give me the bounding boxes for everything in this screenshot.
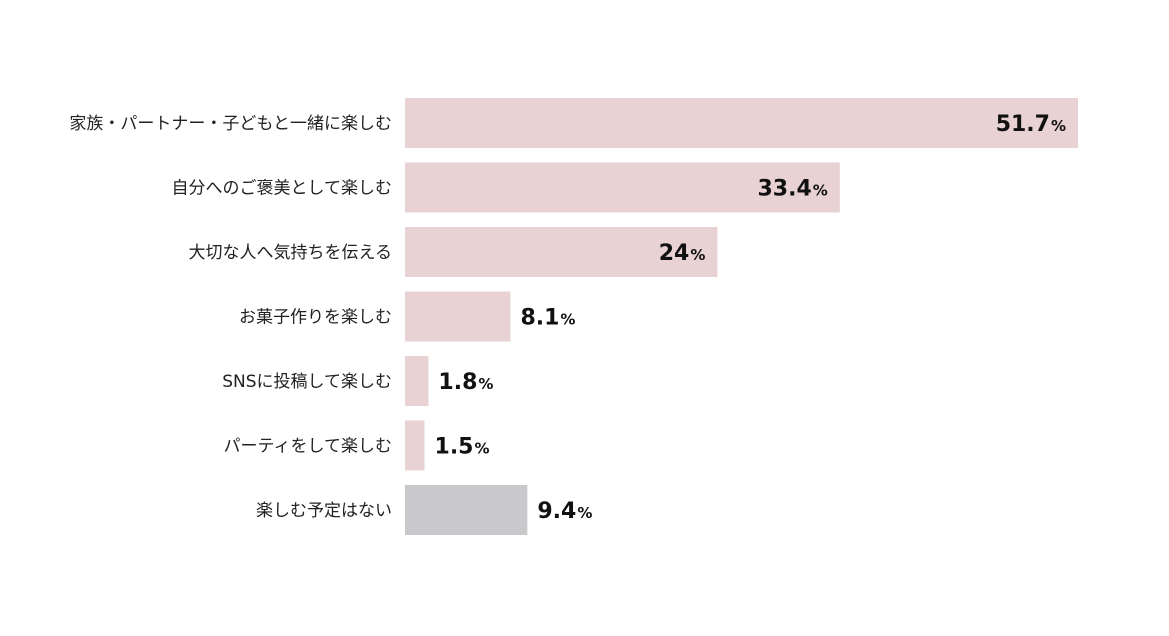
value-unit: % [560,311,575,329]
value-number: 1.8 [438,370,477,395]
value-number: 24 [659,241,690,266]
value-label-2: 33.4% [757,177,827,202]
value-unit: % [690,246,705,264]
value-number: 33.4 [757,177,811,202]
category-label-5: SNSに投稿して楽しむ [222,372,392,392]
value-unit: % [813,182,828,200]
bar-4 [405,291,511,342]
value-number: 51.7 [996,112,1050,137]
bar-3 [405,227,718,277]
value-unit: % [577,504,592,522]
value-unit: % [1051,117,1066,135]
category-label-7: 楽しむ予定はない [256,501,392,521]
value-label-1: 51.7% [996,112,1066,137]
value-label-4: 8.1% [520,306,575,331]
bar-5 [405,356,429,406]
value-number: 9.4 [537,499,576,524]
bar-7 [405,485,528,535]
value-label-5: 1.8% [438,370,493,395]
bar-6 [405,420,425,471]
category-label-2: 自分へのご褒美として楽しむ [172,179,393,199]
value-unit: % [475,440,490,458]
value-labels: 51.7%33.4%24%8.1%1.8%1.5%9.4% [435,112,1066,524]
value-label-7: 9.4% [537,499,592,524]
bars-layer [405,98,1078,535]
category-label-6: パーティをして楽しむ [224,437,392,457]
category-labels: 家族・パートナー・子どもと一緒に楽しむ自分へのご褒美として楽しむ大切な人へ気持ち… [69,114,392,521]
category-label-1: 家族・パートナー・子どもと一緒に楽しむ [69,114,392,134]
value-label-6: 1.5% [435,435,490,460]
value-label-3: 24% [659,241,706,266]
category-label-3: 大切な人へ気持ちを伝える [189,243,393,263]
bar-1 [405,98,1078,148]
value-number: 8.1 [520,306,559,331]
bar-2 [405,162,840,213]
value-number: 1.5 [435,435,474,460]
category-label-4: お菓子作りを楽しむ [239,308,392,328]
value-unit: % [478,375,493,393]
